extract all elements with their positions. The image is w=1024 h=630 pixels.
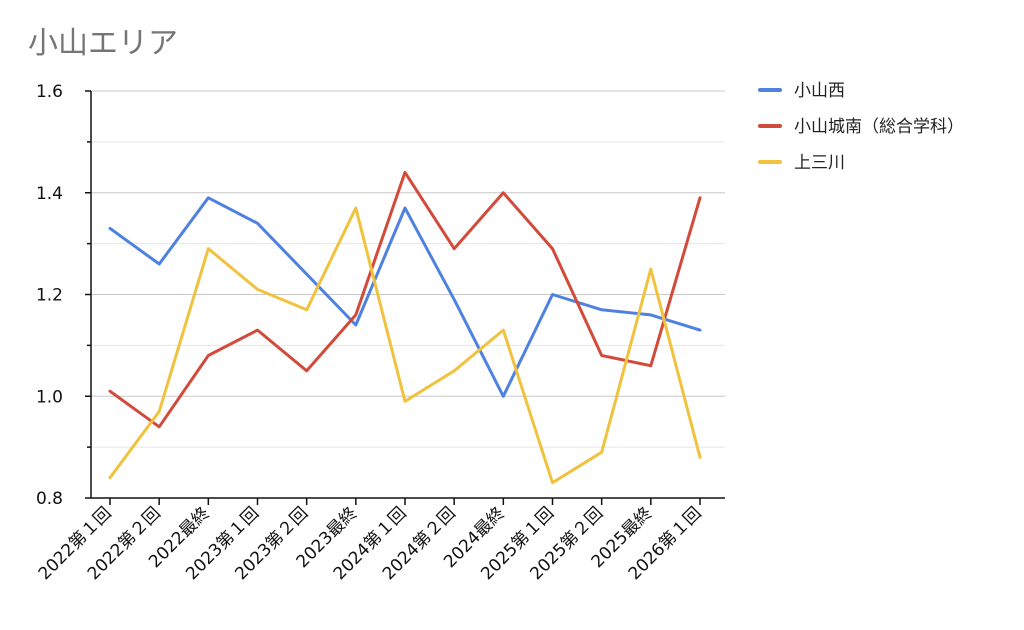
series-lines	[108, 170, 702, 485]
legend-label: 上三川	[794, 153, 845, 173]
legend-label: 小山城南（総合学科）	[794, 117, 964, 137]
gridlines	[91, 90, 725, 448]
axes	[85, 90, 725, 505]
legend-label: 小山西	[794, 81, 845, 101]
y-tick-label: 1.4	[36, 184, 63, 204]
series-line-2	[108, 206, 702, 485]
y-tick-label: 1.6	[36, 82, 63, 102]
x-tick-labels: 2022第１回2022第２回2022最終2023第１回2023第２回2023最終…	[35, 503, 706, 584]
chart-title: 小山エリア	[28, 26, 178, 61]
y-tick-labels: 0.8 1.0 1.2 1.4 1.6	[36, 82, 63, 509]
y-tick-label: 1.2	[36, 286, 63, 306]
y-tick-label: 0.8	[36, 489, 63, 509]
y-tick-label: 1.0	[36, 387, 63, 407]
series-line-1	[108, 170, 702, 429]
series-line-0	[108, 196, 702, 398]
